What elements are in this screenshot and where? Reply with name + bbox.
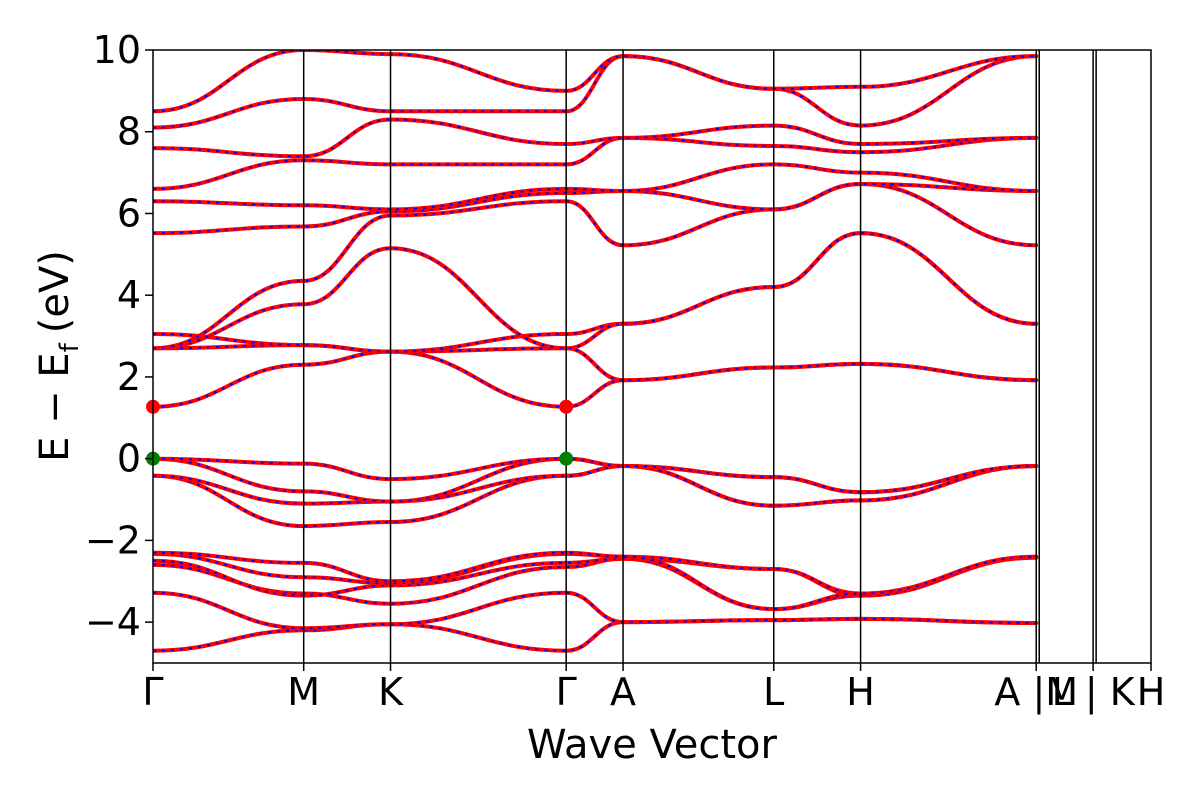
band-line-conduction-4 [153,231,1039,351]
x-tick-label: Γ [556,670,577,714]
band-line-conduction-1 [153,349,1039,409]
band-dash-conduction-4 [153,232,1037,350]
y-ticks: −4 −2 0 2 4 6 8 10 [85,28,153,644]
band-dash-conduction-5 [153,182,1037,350]
y-axis-label-main: E − E [32,352,78,462]
x-tick-label: A |M [994,670,1078,715]
band-edge-markers [146,399,574,466]
band-line-valence-8 [153,463,1039,508]
x-tick-label: A [610,670,636,714]
x-axis-label: Wave Vector [527,722,778,768]
y-tick-label: 8 [117,110,141,154]
y-tick-label: 2 [117,355,141,399]
x-tick-label: M [287,670,320,714]
band-dash-valence-3 [153,556,1037,611]
y-tick-label: 0 [117,437,141,481]
x-tick-label: K [378,670,404,714]
band-dash-conduction-1 [153,350,1037,408]
x-tick-label: H [846,670,875,714]
band-line-valence-2 [153,590,1039,631]
vbm-marker [559,451,574,466]
y-axis-label: E − Ef (eV) [32,250,85,462]
band-dash-valence-2 [153,591,1037,630]
y-axis-label-unit: (eV) [32,250,78,333]
band-line-conduction-5 [153,181,1039,351]
bands-layer [153,50,1039,653]
x-tick-label: Γ [142,670,163,714]
band-line-valence-3 [153,555,1039,612]
y-tick-label: 4 [117,273,141,317]
cbm-marker [559,399,574,414]
x-tick-label: L | K [1052,670,1136,715]
band-line-conduction-2 [153,343,1039,383]
x-tick-label: H [1137,670,1166,714]
y-tick-label: −2 [85,518,141,562]
band-line-conduction-8 [153,135,1039,191]
x-tick-label: L [763,670,784,714]
kpoint-dividers [302,50,1097,663]
band-line-conduction-10 [153,54,1039,130]
band-dash-valence-6 [153,551,1037,611]
y-tick-label: 10 [93,28,141,72]
band-dash-conduction-9 [153,118,1037,158]
band-dash-conduction-8 [153,136,1037,190]
y-tick-label: 6 [117,191,141,235]
y-tick-label: −4 [85,600,141,644]
band-dash-conduction-11 [153,50,1037,113]
band-line-valence-10 [153,456,1039,495]
y-axis-label-sub: f [55,342,85,352]
band-line-valence-1 [153,616,1039,653]
plot-frame [152,49,1152,664]
